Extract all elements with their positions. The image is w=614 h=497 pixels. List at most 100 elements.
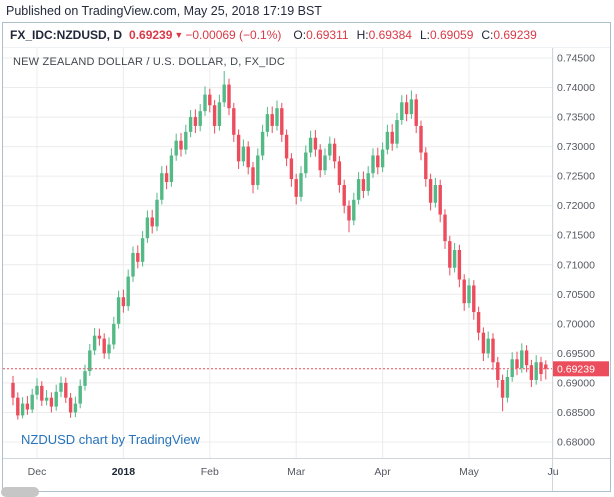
candle — [308, 130, 313, 158]
chart-legend-title: NEW ZEALAND DOLLAR / U.S. DOLLAR, D, FX_… — [13, 56, 286, 68]
last-price-tag: 0.69239 — [553, 361, 609, 377]
candle — [241, 139, 246, 167]
x-axis-label: Ju — [547, 466, 558, 478]
tradingview-attribution-link[interactable]: NZDUSD chart by TradingView — [21, 432, 200, 447]
y-axis-label: 0.70500 — [557, 289, 595, 301]
candle — [140, 231, 145, 267]
candle — [313, 130, 318, 157]
candle — [428, 173, 433, 211]
published-caption: Published on TradingView.com, May 25, 20… — [6, 4, 322, 18]
close-field: C:0.69239 — [481, 28, 536, 42]
high-value: 0.69384 — [368, 28, 412, 42]
x-axis-label: Apr — [374, 466, 391, 478]
candle — [414, 94, 418, 134]
candle — [515, 351, 519, 376]
candlestick-chart[interactable]: 0.74500 0.74000 0.73500 0.73000 0.72500 0.720… — [3, 48, 610, 491]
svg-text:0.69239: 0.69239 — [557, 363, 595, 375]
candle — [304, 145, 308, 178]
candle — [510, 352, 514, 382]
y-axis-label: 0.72000 — [557, 200, 595, 212]
symbol-name[interactable]: FX_IDC:NZDUSD, D — [10, 28, 123, 42]
candle — [356, 172, 361, 205]
candle — [212, 99, 217, 134]
low-field: L:0.69059 — [420, 28, 473, 42]
candle — [409, 90, 414, 119]
candle — [188, 109, 193, 138]
candle — [25, 395, 30, 415]
symbol-info-bar: FX_IDC:NZDUSD, D 0.69239 ▼ −0.00069 (−0.1%)… — [3, 23, 610, 48]
candle — [49, 392, 54, 413]
x-axis-label: Feb — [201, 466, 219, 478]
candle — [160, 166, 164, 205]
candle — [116, 290, 121, 329]
candle — [529, 359, 534, 388]
candle — [544, 360, 548, 380]
high-field: H:0.69384 — [357, 28, 412, 42]
y-axis-label: 0.73500 — [557, 112, 595, 124]
candle — [270, 106, 274, 134]
candle — [68, 392, 73, 418]
candle — [203, 86, 207, 116]
candle — [251, 161, 255, 194]
candle — [390, 124, 394, 151]
open-label: O: — [293, 28, 307, 42]
candle — [496, 356, 500, 388]
candle — [73, 396, 78, 418]
last-price: 0.69239 — [129, 28, 173, 42]
candle — [126, 269, 130, 311]
candle — [121, 289, 126, 313]
candle — [404, 94, 409, 122]
down-triangle-icon: ▼ — [174, 30, 184, 40]
candle — [232, 102, 236, 142]
candle — [448, 235, 452, 276]
candle — [54, 384, 58, 411]
candle — [198, 104, 202, 132]
close-label: C: — [481, 28, 494, 42]
candle — [486, 331, 490, 359]
candle — [193, 109, 198, 134]
candle — [169, 148, 174, 187]
candle — [20, 397, 25, 419]
candle — [275, 100, 279, 131]
low-value: 0.69059 — [429, 28, 474, 42]
candle — [347, 200, 351, 233]
candle — [78, 379, 82, 409]
candle — [476, 306, 481, 341]
candle — [155, 192, 159, 232]
candle — [294, 173, 298, 205]
x-axis-label: Dec — [28, 466, 47, 478]
tradingview-chart-widget: FX_IDC:NZDUSD, D 0.69239 ▼ −0.00069 (−0.1%)… — [2, 22, 611, 492]
candle — [366, 166, 370, 196]
candle — [150, 209, 154, 234]
candle — [395, 112, 399, 149]
candle — [236, 129, 241, 170]
candle — [64, 377, 68, 404]
high-label: H: — [356, 28, 369, 42]
candle — [376, 147, 380, 175]
horizontal-scrollbar-thumb[interactable] — [1, 487, 39, 497]
candle — [11, 375, 15, 406]
y-axis-label: 0.73000 — [557, 141, 595, 153]
candle — [481, 327, 486, 362]
candle — [131, 246, 135, 282]
candle — [500, 374, 505, 412]
candle — [433, 177, 438, 208]
y-axis-label: 0.74000 — [557, 82, 595, 94]
candle — [371, 148, 375, 178]
candle — [491, 333, 495, 370]
candle — [16, 392, 20, 420]
y-axis-label: 0.69500 — [557, 348, 595, 360]
candle — [59, 376, 63, 398]
candle — [337, 156, 342, 193]
candle — [289, 153, 294, 187]
candle — [419, 120, 423, 161]
candle — [361, 171, 366, 199]
candle — [323, 148, 327, 175]
candle — [217, 94, 222, 131]
candle — [40, 381, 44, 406]
candle — [534, 355, 538, 385]
candle — [280, 102, 284, 142]
candle — [256, 148, 260, 190]
candle — [457, 244, 462, 288]
candle — [342, 179, 346, 214]
